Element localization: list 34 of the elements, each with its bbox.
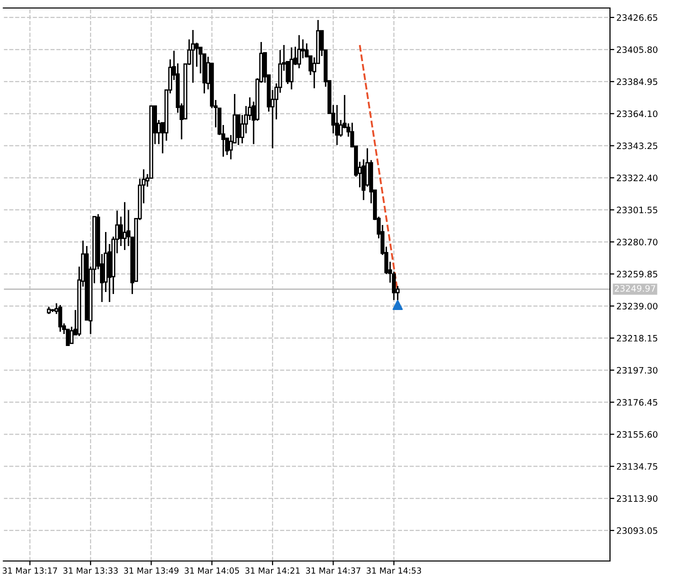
x-tick-label: 31 Mar 14:37	[306, 567, 360, 574]
candlestick	[194, 42, 199, 68]
x-tick-label: 31 Mar 14:53	[366, 567, 422, 574]
y-tick-label: 23197.30	[616, 366, 658, 374]
candlestick	[290, 46, 294, 90]
y-tick-label: 23301.55	[616, 206, 658, 214]
y-tick-label: 23176.45	[616, 399, 658, 406]
y-tick-label: 23093.05	[616, 527, 658, 534]
y-tick-label: 23343.25	[616, 142, 658, 150]
candlestick	[190, 29, 195, 84]
y-tick-label: 23155.60	[616, 431, 658, 438]
x-tick-label: 31 Mar 14:21	[245, 567, 300, 574]
y-tick-label: 23113.90	[616, 495, 658, 502]
y-tick-label: 23322.40	[616, 174, 658, 182]
y-tick-label: 23239.00	[616, 302, 658, 310]
x-tick-label: 31 Mar 13:17	[2, 567, 58, 574]
y-tick-label: 23364.10	[616, 110, 658, 118]
ref-line-label: 23249.97	[614, 285, 656, 292]
y-tick-label: 23134.75	[616, 463, 658, 470]
y-tick-label: 23218.15	[616, 334, 658, 342]
candlestick	[58, 304, 62, 332]
candlestick	[70, 326, 74, 345]
candlestick	[122, 201, 127, 251]
candlestick	[236, 114, 240, 146]
y-tick-label: 23259.85	[616, 270, 658, 278]
x-tick-label: 31 Mar 14:05	[184, 567, 239, 574]
y-tick-label: 23426.65	[616, 14, 658, 21]
y-tick-label: 23384.95	[616, 78, 658, 86]
y-tick-label: 23405.80	[616, 46, 658, 53]
candlestick	[335, 104, 339, 146]
x-tick-label: 31 Mar 13:33	[63, 567, 118, 574]
candlestick	[297, 34, 302, 69]
x-tick-label: 31 Mar 13:49	[124, 567, 178, 574]
y-tick-label: 23280.70	[616, 238, 658, 246]
